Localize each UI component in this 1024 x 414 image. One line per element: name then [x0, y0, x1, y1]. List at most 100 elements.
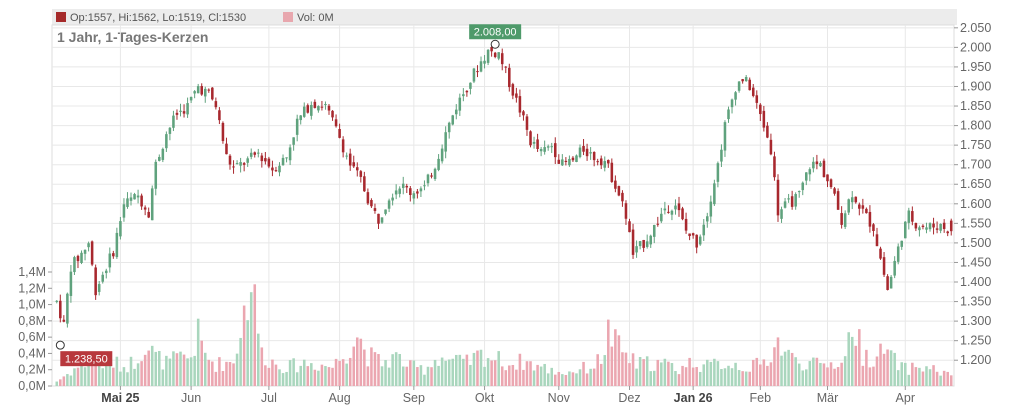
candle-body — [688, 233, 691, 237]
volume-bar — [829, 362, 833, 386]
volume-bar — [73, 368, 76, 386]
volume-bar — [274, 364, 278, 386]
candle-body — [826, 174, 829, 182]
candle-body — [253, 152, 257, 155]
volume-bar — [628, 363, 631, 386]
candle-body — [73, 257, 76, 273]
volume-bar — [737, 370, 741, 386]
candle-body — [66, 293, 69, 324]
volume-bar — [698, 371, 702, 386]
volume-bar — [794, 357, 797, 386]
candle-body — [249, 152, 253, 157]
candle-body — [83, 249, 87, 254]
volume-bar — [896, 370, 900, 386]
candle-body — [391, 197, 394, 201]
volume-legend-swatch — [283, 12, 293, 22]
volume-bar — [748, 371, 751, 386]
volume-bar — [932, 365, 935, 386]
month-label: Apr — [896, 391, 915, 405]
candle-body — [101, 274, 105, 282]
volume-bar — [511, 364, 515, 386]
volume-bar — [805, 369, 808, 386]
volume-bar — [465, 354, 469, 386]
candle-body — [154, 161, 158, 189]
candle-body — [426, 174, 430, 184]
candle-body — [879, 248, 882, 259]
volume-bar — [108, 360, 112, 386]
candle-body — [935, 228, 939, 230]
candle-body — [352, 162, 356, 167]
volume-bar — [437, 365, 440, 386]
volume-bar — [239, 337, 242, 386]
volume-bar — [500, 366, 504, 386]
volume-bar — [182, 354, 186, 386]
volume-bar — [670, 363, 674, 386]
candle-body — [801, 182, 805, 191]
volume-bar — [214, 371, 218, 386]
volume-bar — [525, 361, 529, 386]
candle-body — [140, 195, 143, 207]
candle-body — [564, 160, 568, 162]
month-label: Nov — [548, 391, 571, 405]
volume-bar — [203, 352, 207, 386]
candle-body — [62, 319, 66, 322]
volume-bar — [76, 367, 80, 386]
volume-bar — [440, 357, 444, 386]
candle-body — [737, 81, 741, 91]
candle-body — [398, 188, 401, 194]
volume-bar — [607, 319, 610, 386]
volume-bar — [405, 366, 409, 386]
volume-bar — [338, 360, 341, 386]
price-tick-label: 1.550 — [960, 216, 991, 230]
month-label: Jun — [181, 391, 201, 405]
candle-body — [454, 109, 458, 115]
volume-bar — [302, 359, 306, 386]
candle-body — [783, 201, 787, 208]
volume-bar — [373, 352, 377, 386]
volume-bar — [398, 353, 401, 386]
candle-body — [720, 149, 723, 162]
volume-tick-label: 0,4M — [18, 346, 46, 360]
volume-bar — [419, 365, 423, 386]
volume-bar — [377, 354, 380, 386]
price-axis: 2.050 2.000 1.950 1.900 1.850 1.800 1.750 1.700… — [954, 21, 991, 367]
candle-body — [515, 93, 518, 98]
volume-bar — [865, 349, 868, 386]
volume-bar — [486, 358, 490, 386]
candle-body — [143, 207, 147, 210]
volume-bar — [384, 360, 387, 386]
candle-body — [592, 152, 596, 161]
candle-body — [423, 185, 426, 187]
candle-body — [812, 161, 815, 169]
candle-body — [356, 167, 359, 171]
candle-body — [500, 53, 504, 65]
high-label-box — [469, 24, 522, 40]
volume-bar — [688, 357, 691, 386]
candle-body — [582, 145, 585, 152]
candle-body — [815, 161, 819, 165]
candle-body — [635, 246, 638, 253]
candle-body — [610, 162, 614, 182]
volume-bar — [674, 371, 677, 386]
volume-bar — [812, 357, 815, 386]
volume-bar — [599, 363, 603, 386]
volume-bar — [695, 367, 698, 386]
volume-bar — [172, 351, 175, 386]
candle-body — [631, 229, 635, 255]
volume-bar — [702, 364, 706, 386]
candle-body — [465, 90, 469, 93]
candle-body — [409, 188, 412, 196]
candle-body — [847, 199, 850, 213]
candle-body — [55, 300, 59, 302]
candle-body — [585, 148, 589, 157]
candle-body — [267, 158, 271, 167]
candle-body — [387, 200, 391, 209]
volume-bar — [759, 364, 762, 386]
candle-body — [490, 47, 493, 52]
volume-bar — [575, 373, 578, 386]
volume-bar — [935, 371, 939, 386]
volume-bar — [741, 371, 744, 386]
volume-bar — [553, 374, 557, 386]
candle-body — [394, 190, 398, 195]
candle-body — [833, 188, 836, 194]
